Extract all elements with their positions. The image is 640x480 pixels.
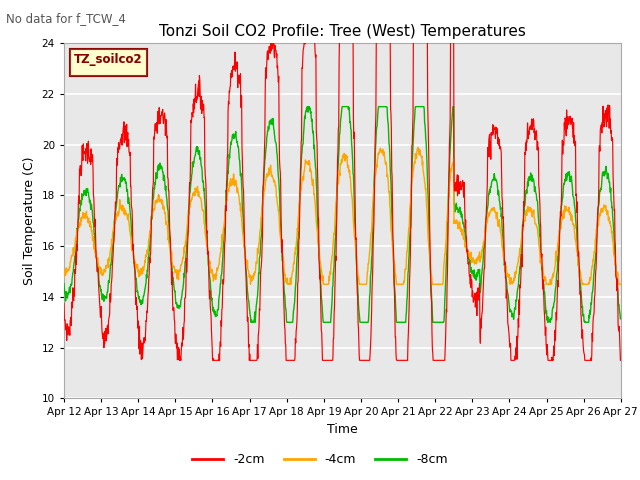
Title: Tonzi Soil CO2 Profile: Tree (West) Temperatures: Tonzi Soil CO2 Profile: Tree (West) Temp…: [159, 24, 526, 39]
Legend: -2cm, -4cm, -8cm: -2cm, -4cm, -8cm: [187, 448, 453, 471]
Legend: : [70, 49, 147, 76]
X-axis label: Time: Time: [327, 423, 358, 436]
Text: No data for f_TCW_4: No data for f_TCW_4: [6, 12, 126, 25]
Y-axis label: Soil Temperature (C): Soil Temperature (C): [23, 156, 36, 285]
